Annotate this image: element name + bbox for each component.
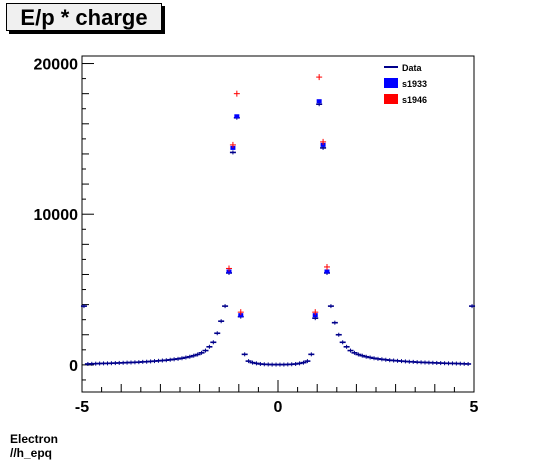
chart-title: E/p * charge — [20, 5, 148, 30]
s1933-point — [226, 269, 232, 274]
s1933-point — [316, 99, 322, 104]
y-tick-label: 0 — [69, 358, 78, 375]
x-tick-label: 0 — [274, 399, 283, 416]
legend-label-s1933: s1933 — [402, 79, 427, 89]
footer-label-electron: Electron — [10, 432, 59, 446]
y-tick-label: 10000 — [34, 207, 79, 224]
x-tick-label: 5 — [470, 399, 479, 416]
footer-label-histname: //h_epq — [10, 446, 53, 460]
y-tick-label: 20000 — [34, 57, 79, 74]
plot-frame — [81, 55, 475, 393]
legend-swatch-s1933 — [384, 78, 398, 88]
s1933-point — [320, 142, 326, 147]
s1933-point — [324, 269, 330, 274]
s1933-point — [312, 313, 318, 318]
s1933-point — [238, 313, 244, 318]
x-tick-label: -5 — [75, 399, 89, 416]
s1933-point — [230, 145, 236, 150]
legend-label-s1946: s1946 — [402, 95, 427, 105]
legend-swatch-s1946 — [384, 94, 398, 104]
legend-label-Data: Data — [402, 63, 423, 73]
chart-title-box: E/p * charge — [6, 3, 162, 31]
s1933-point — [234, 114, 240, 119]
